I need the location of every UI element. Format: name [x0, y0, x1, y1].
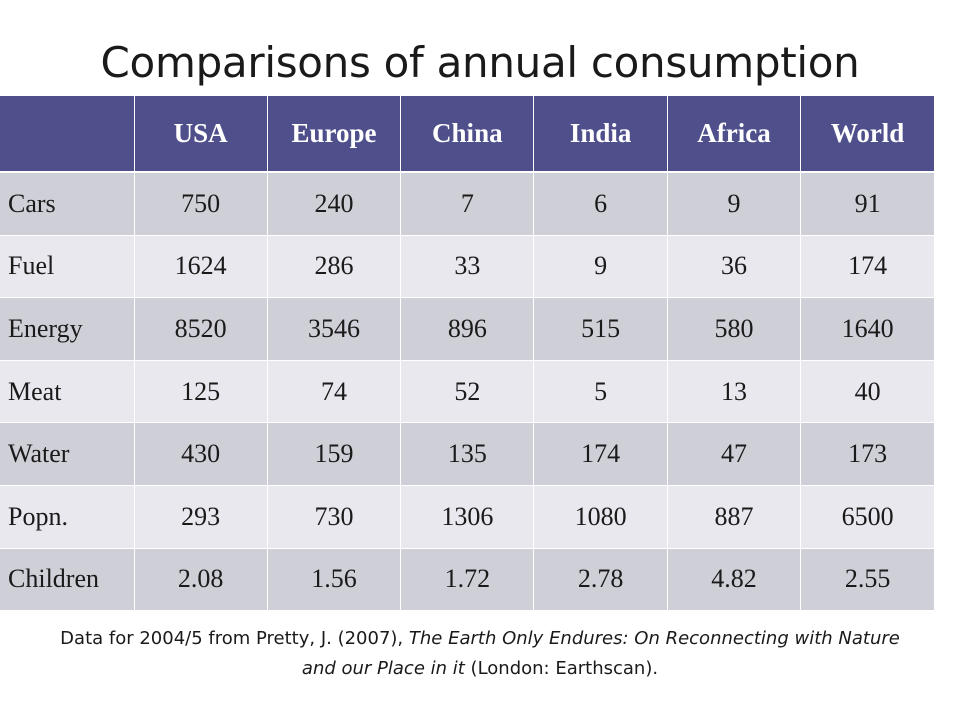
caption-text: Data for 2004/5 from Pretty, J. (2007),: [60, 628, 409, 649]
table-row: Children 2.08 1.56 1.72 2.78 4.82 2.55: [0, 548, 934, 612]
table-cell: 52: [400, 360, 535, 424]
table-cell: 4.82: [667, 548, 802, 612]
header-africa: Africa: [667, 96, 802, 173]
table-cell: 13: [667, 360, 802, 424]
row-label: Popn.: [0, 485, 135, 549]
table-cell: 1080: [533, 485, 668, 549]
row-label: Cars: [0, 172, 135, 236]
header-corner: [0, 96, 135, 173]
table-row: Water 430 159 135 174 47 173: [0, 422, 934, 486]
caption-publisher: (London: Earthscan).: [464, 658, 659, 679]
header-world: World: [800, 96, 934, 173]
table-cell: 9: [533, 235, 668, 299]
table-cell: 1.56: [267, 548, 402, 612]
table-header-row: USA Europe China India Africa World: [0, 96, 934, 173]
table-cell: 7: [400, 172, 535, 236]
table-cell: 515: [533, 297, 668, 361]
table-cell: 430: [134, 422, 268, 486]
row-label: Fuel: [0, 235, 135, 299]
table-cell: 174: [800, 235, 934, 299]
source-caption: Data for 2004/5 from Pretty, J. (2007), …: [60, 624, 900, 684]
table-cell: 240: [267, 172, 402, 236]
table-cell: 6: [533, 172, 668, 236]
table-cell: 9: [667, 172, 802, 236]
table-cell: 8520: [134, 297, 268, 361]
header-europe: Europe: [267, 96, 402, 173]
table-cell: 6500: [800, 485, 934, 549]
consumption-table: USA Europe China India Africa World Cars…: [0, 96, 934, 612]
table-row: Popn. 293 730 1306 1080 887 6500: [0, 485, 934, 549]
row-label: Energy: [0, 297, 135, 361]
table-cell: 74: [267, 360, 402, 424]
table-cell: 896: [400, 297, 535, 361]
table-cell: 2.78: [533, 548, 668, 612]
table-cell: 730: [267, 485, 402, 549]
table-row: Fuel 1624 286 33 9 36 174: [0, 235, 934, 299]
table-row: Meat 125 74 52 5 13 40: [0, 360, 934, 424]
table-cell: 174: [533, 422, 668, 486]
table-cell: 125: [134, 360, 268, 424]
table-cell: 47: [667, 422, 802, 486]
table-cell: 135: [400, 422, 535, 486]
header-india: India: [533, 96, 668, 173]
header-china: China: [400, 96, 535, 173]
table-cell: 750: [134, 172, 268, 236]
caption-book-title: The Earth Only Endures: On Reconnecting …: [301, 628, 900, 679]
table-cell: 1640: [800, 297, 934, 361]
table-cell: 91: [800, 172, 934, 236]
table-cell: 887: [667, 485, 802, 549]
table-cell: 159: [267, 422, 402, 486]
table-cell: 293: [134, 485, 268, 549]
header-usa: USA: [134, 96, 268, 173]
row-label: Meat: [0, 360, 135, 424]
table-row: Energy 8520 3546 896 515 580 1640: [0, 297, 934, 361]
table-cell: 2.55: [800, 548, 934, 612]
row-label: Children: [0, 548, 135, 612]
table-cell: 2.08: [134, 548, 268, 612]
table-cell: 1.72: [400, 548, 535, 612]
table-cell: 286: [267, 235, 402, 299]
table-cell: 36: [667, 235, 802, 299]
table-cell: 580: [667, 297, 802, 361]
row-label: Water: [0, 422, 135, 486]
table-cell: 3546: [267, 297, 402, 361]
slide-title: Comparisons of annual consumption: [100, 38, 860, 87]
table-cell: 5: [533, 360, 668, 424]
table-row: Cars 750 240 7 6 9 91: [0, 172, 934, 236]
table-cell: 1306: [400, 485, 535, 549]
table-cell: 1624: [134, 235, 268, 299]
table-cell: 33: [400, 235, 535, 299]
table-cell: 173: [800, 422, 934, 486]
table-cell: 40: [800, 360, 934, 424]
